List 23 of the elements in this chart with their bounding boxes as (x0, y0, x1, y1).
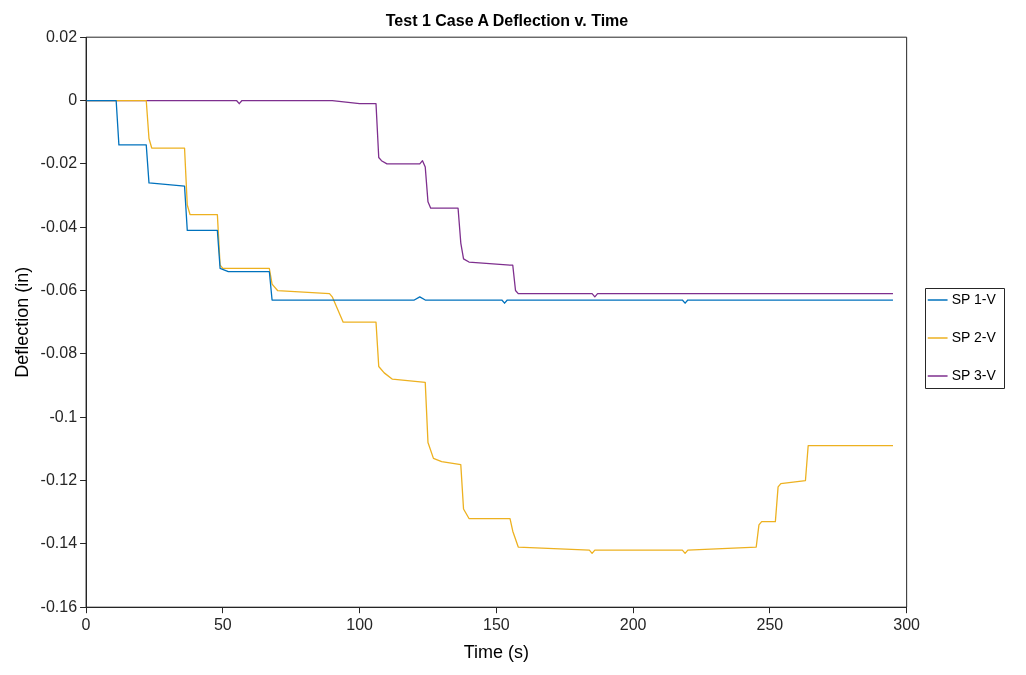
y-tick-label: -0.1 (49, 407, 78, 425)
x-tick-label: 300 (893, 616, 921, 634)
y-tick-label: -0.16 (40, 597, 78, 615)
legend-label: SP 1-V (951, 290, 997, 307)
y-tick-label: 0.02 (45, 27, 78, 45)
y-tick-label: -0.04 (40, 217, 78, 235)
x-tick-label: 50 (213, 616, 232, 634)
x-axis-title: Time (s) (463, 642, 530, 663)
y-tick-label: -0.12 (40, 470, 78, 488)
x-tick-label: 200 (619, 616, 647, 634)
legend-label: SP 2-V (951, 328, 997, 345)
y-axis-title: Deflection (in) (11, 266, 32, 378)
x-tick-label: 250 (756, 616, 784, 634)
x-tick-label: 100 (346, 616, 374, 634)
x-tick-label: 0 (81, 616, 91, 634)
x-tick-label: 150 (483, 616, 510, 634)
y-tick-label: 0 (68, 90, 78, 108)
chart-title: Test 1 Case A Deflection v. Time (385, 12, 629, 30)
y-tick-label: -0.02 (40, 154, 78, 172)
y-tick-label: -0.14 (40, 534, 78, 552)
legend-label: SP 3-V (951, 366, 997, 383)
y-tick-label: -0.08 (40, 344, 78, 362)
y-tick-label: -0.06 (40, 280, 78, 298)
